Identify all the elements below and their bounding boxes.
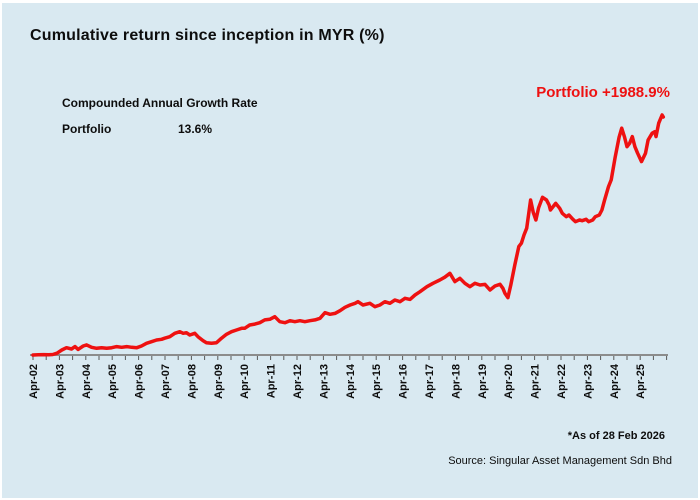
x-tick-label: Apr-23 xyxy=(582,364,594,399)
x-tick-label: Apr-21 xyxy=(530,364,542,399)
cagr-heading: Compounded Annual Growth Rate xyxy=(62,96,258,110)
x-tick-label: Apr-04 xyxy=(81,363,93,399)
x-tick-label: Apr-24 xyxy=(609,363,621,399)
x-tick-label: Apr-13 xyxy=(318,364,330,399)
x-tick-label: Apr-15 xyxy=(371,364,383,399)
cagr-block: Compounded Annual Growth Rate Portfolio … xyxy=(62,96,258,136)
x-tick-label: Apr-12 xyxy=(292,364,304,399)
cagr-value: 13.6% xyxy=(178,122,213,136)
portfolio-line xyxy=(31,113,666,357)
x-tick-label: Apr-25 xyxy=(635,364,647,399)
chart-background xyxy=(2,3,698,498)
x-tick-label: Apr-18 xyxy=(450,364,462,399)
x-tick-label: Apr-14 xyxy=(345,363,357,399)
cagr-series-label: Portfolio xyxy=(62,122,112,136)
x-tick-label: Apr-02 xyxy=(28,364,40,399)
x-tick-label: Apr-03 xyxy=(54,364,66,399)
as-of-footnote: *As of 28 Feb 2026 xyxy=(567,430,665,442)
x-tick-label: Apr-11 xyxy=(266,364,278,398)
x-tick-label: Apr-09 xyxy=(213,364,225,399)
source-attribution: Source: Singular Asset Management Sdn Bh… xyxy=(448,455,672,467)
x-tick-label: Apr-16 xyxy=(398,364,410,399)
chart-title: Cumulative return since inception in MYR… xyxy=(30,27,385,44)
x-tick-label: Apr-06 xyxy=(134,364,146,399)
x-tick-label: Apr-19 xyxy=(477,364,489,399)
x-tick-label: Apr-05 xyxy=(107,364,119,399)
x-tick-label: Apr-17 xyxy=(424,364,436,399)
x-tick-label: Apr-07 xyxy=(160,364,172,399)
x-tick-label: Apr-08 xyxy=(186,364,198,399)
portfolio-return-annotation: Portfolio +1988.9% xyxy=(536,84,670,101)
x-tick-label: Apr-10 xyxy=(239,364,251,399)
x-tick-label: Apr-22 xyxy=(556,364,568,399)
x-tick-label: Apr-20 xyxy=(503,364,515,399)
